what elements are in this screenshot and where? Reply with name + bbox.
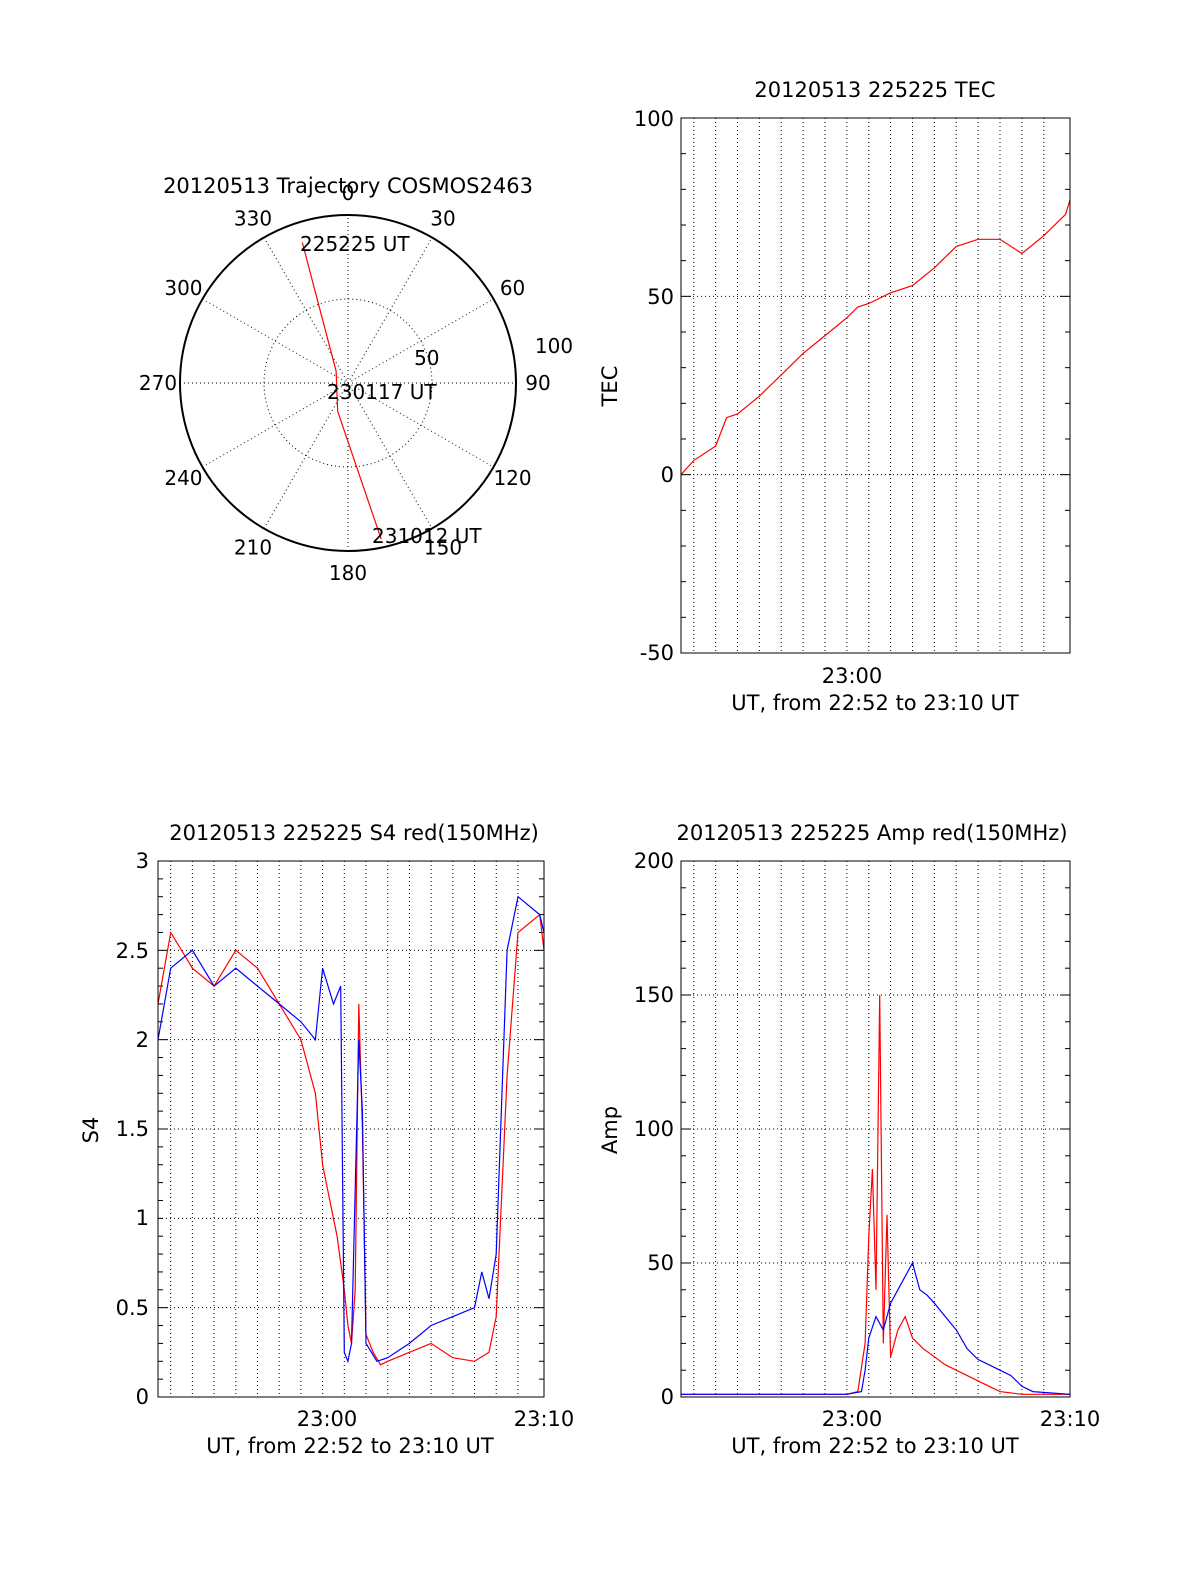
s4-ytick-1.5: 1.5 [116,1117,149,1141]
tec-xtick-2300: 23:00 [822,664,883,688]
azimuth-label-150: 150 [424,536,462,560]
azimuth-label-30: 30 [430,206,455,230]
s4-ylabel: S4 [79,1117,103,1144]
azimuth-label-120: 120 [493,466,531,490]
s4-ytick-2.5: 2.5 [116,939,149,963]
s4-panel: 20120513 225225 S4 red(150MHz) 0 0.5 1 1… [79,821,574,1458]
amp-xlabel: UT, from 22:52 to 23:10 UT [731,1434,1019,1458]
trajectory-track [301,242,382,540]
s4-series-red [157,913,545,1366]
azimuth-label-60: 60 [500,276,525,300]
azimuth-label-210: 210 [234,536,272,560]
tec-plot-frame [680,117,1071,654]
trajectory-end-label: 231012 UT [372,524,482,548]
tec-ytick-0: 0 [661,463,674,487]
amp-xtick-2300: 23:00 [822,1407,883,1431]
amp-panel: 20120513 225225 Amp red(150MHz) 0 50 100… [598,821,1100,1458]
s4-ytick-2: 2 [136,1028,149,1052]
amp-ytick-150: 150 [634,983,674,1007]
s4-plot-frame [157,860,545,1398]
polar-azimuth-labels: 0 30 60 90 120 150 180 210 240 270 300 330 [139,181,551,585]
azimuth-label-240: 240 [164,466,202,490]
s4-xtick-2310: 23:10 [514,1407,575,1431]
radial-label-100: 100 [535,334,573,358]
s4-title: 20120513 225225 S4 red(150MHz) [169,821,539,845]
tec-ytick-50: 50 [647,285,674,309]
azimuth-label-90: 90 [525,371,550,395]
s4-ytick-1: 1 [136,1206,149,1230]
amp-series-blue [681,1261,1071,1395]
s4-ytick-3: 3 [136,849,149,873]
s4-xlabel: UT, from 22:52 to 23:10 UT [206,1434,494,1458]
polar-spoke [263,237,433,529]
azimuth-label-0: 0 [342,181,355,205]
s4-series-blue [157,895,545,1364]
tec-series-red [680,199,1071,476]
amp-ytick-100: 100 [634,1117,674,1141]
trajectory-mid-label: 230117 UT [327,380,437,404]
tec-ytick-100: 100 [634,107,674,131]
trajectory-panel: 20120513 Trajectory COSMOS2463 0 30 60 90 12… [139,174,573,585]
tec-grid [681,118,1070,653]
amp-plot-frame [680,860,1071,1398]
amp-ytick-50: 50 [647,1251,674,1275]
s4-ytick-0.5: 0.5 [116,1296,149,1320]
tec-xlabel: UT, from 22:52 to 23:10 UT [731,691,1019,715]
azimuth-label-330: 330 [234,206,272,230]
amp-minor-ticks [681,860,1070,1398]
amp-ytick-0: 0 [661,1385,674,1409]
trajectory-title: 20120513 Trajectory COSMOS2463 [163,174,533,198]
amp-ylabel: Amp [598,1106,622,1154]
tec-panel: 20120513 225225 TEC -50 0 50 100 23:00 U… [598,78,1071,715]
amp-series-red [681,994,1070,1395]
amp-xtick-2310: 23:10 [1040,1407,1101,1431]
tec-title: 20120513 225225 TEC [754,78,995,102]
azimuth-label-270: 270 [139,371,177,395]
tec-ytick-minus50: -50 [640,641,674,665]
radial-label-50: 50 [414,346,439,370]
tec-minor-ticks [681,117,1070,654]
s4-xtick-2300: 23:00 [297,1407,358,1431]
azimuth-label-180: 180 [329,561,367,585]
amp-grid [681,861,1070,1397]
s4-grid [158,861,544,1397]
amp-title: 20120513 225225 Amp red(150MHz) [676,821,1067,845]
trajectory-start-label: 225225 UT [300,232,410,256]
azimuth-label-300: 300 [164,276,202,300]
polar-grid [179,214,517,552]
s4-ytick-0: 0 [136,1385,149,1409]
amp-ytick-200: 200 [634,849,674,873]
tec-ylabel: TEC [598,366,622,408]
